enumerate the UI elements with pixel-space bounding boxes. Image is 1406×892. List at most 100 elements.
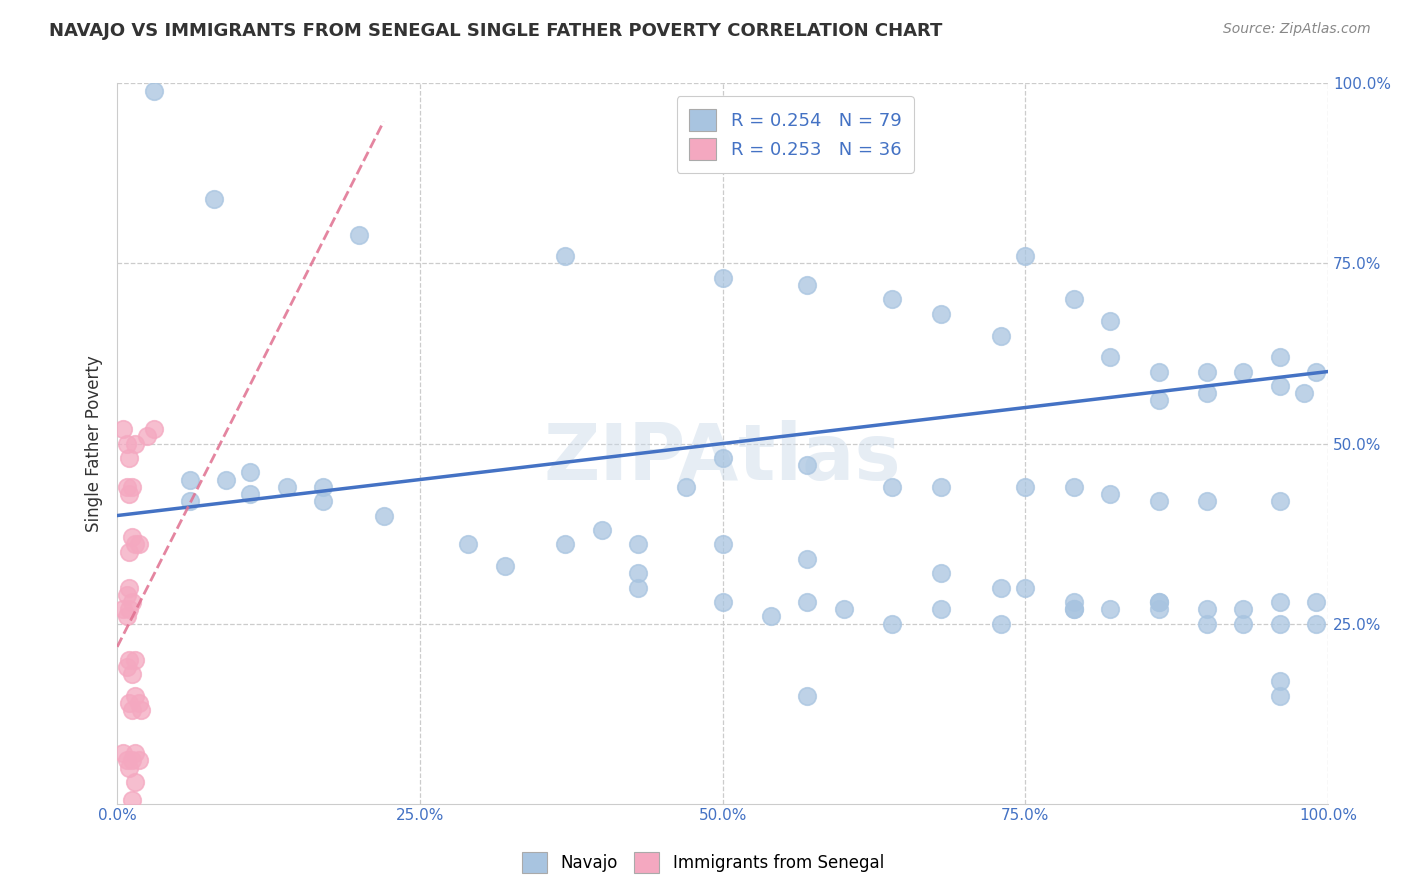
Point [627,537,650,551]
Point [1063,595,1085,609]
Point [1232,364,1254,378]
Point [118,544,141,558]
Legend: R = 0.254   N = 79, R = 0.253   N = 36: R = 0.254 N = 79, R = 0.253 N = 36 [676,96,914,173]
Point [1014,581,1036,595]
Text: ZIPAtlas: ZIPAtlas [544,420,901,496]
Point [1268,350,1291,364]
Point [118,602,141,616]
Point [1232,616,1254,631]
Point [832,602,855,616]
Point [112,422,135,436]
Point [124,689,146,703]
Point [796,458,818,472]
Point [124,746,146,760]
Point [929,566,952,581]
Point [115,660,138,674]
Point [929,307,952,321]
Point [1195,494,1218,508]
Point [796,689,818,703]
Point [131,703,153,717]
Point [882,480,904,494]
Point [312,480,335,494]
Point [1195,386,1218,401]
Point [627,581,650,595]
Point [882,293,904,307]
Point [1147,393,1170,408]
Point [128,537,150,551]
Point [1099,314,1122,328]
Point [1063,480,1085,494]
Point [627,566,650,581]
Point [1268,689,1291,703]
Point [796,551,818,566]
Point [1305,595,1327,609]
Point [136,429,159,443]
Point [1063,602,1085,616]
Point [124,652,146,666]
Point [118,652,141,666]
Text: NAVAJO VS IMMIGRANTS FROM SENEGAL SINGLE FATHER POVERTY CORRELATION CHART: NAVAJO VS IMMIGRANTS FROM SENEGAL SINGLE… [49,22,942,40]
Point [121,595,143,609]
Point [711,537,734,551]
Point [1305,364,1327,378]
Point [1014,249,1036,263]
Point [990,616,1012,631]
Point [711,450,734,465]
Point [494,558,516,573]
Point [1305,616,1327,631]
Point [929,480,952,494]
Point [1147,494,1170,508]
Point [115,588,138,602]
Point [711,595,734,609]
Point [1232,602,1254,616]
Point [591,523,613,537]
Point [929,602,952,616]
Point [1268,616,1291,631]
Point [142,422,165,436]
Point [1147,602,1170,616]
Point [990,328,1012,343]
Point [711,271,734,285]
Point [796,595,818,609]
Point [1147,595,1170,609]
Point [112,602,135,616]
Point [1268,379,1291,393]
Point [118,761,141,775]
Point [128,753,150,767]
Point [118,450,141,465]
Point [118,487,141,501]
Point [1099,602,1122,616]
Point [215,473,238,487]
Point [115,753,138,767]
Point [142,84,165,98]
Point [121,667,143,681]
Point [121,530,143,544]
Point [1063,602,1085,616]
Point [118,581,141,595]
Point [115,609,138,624]
Point [1195,602,1218,616]
Point [1268,494,1291,508]
Point [239,487,262,501]
Point [554,249,576,263]
Point [1195,616,1218,631]
Text: Source: ZipAtlas.com: Source: ZipAtlas.com [1223,22,1371,37]
Point [115,480,138,494]
Point [990,581,1012,595]
Point [1063,293,1085,307]
Point [1099,487,1122,501]
Point [1147,364,1170,378]
Point [115,436,138,450]
Point [124,436,146,450]
Point [121,703,143,717]
Point [759,609,782,624]
Point [457,537,479,551]
Point [239,466,262,480]
Point [118,696,141,710]
Y-axis label: Single Father Poverty: Single Father Poverty [86,355,103,532]
Point [554,537,576,551]
Point [179,494,201,508]
Point [121,753,143,767]
Point [112,746,135,760]
Point [1147,595,1170,609]
